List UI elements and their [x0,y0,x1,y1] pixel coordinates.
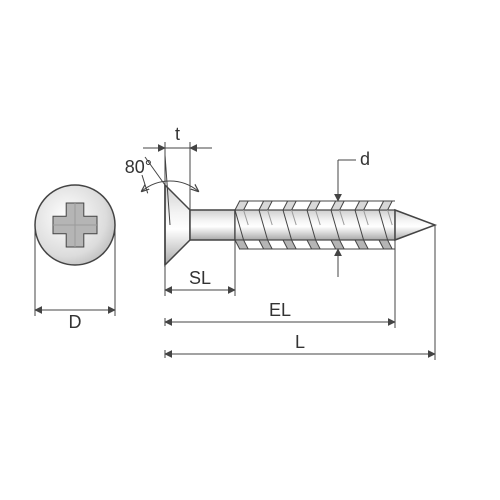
dim-t-label: t [175,124,180,144]
thread-crest [259,240,272,249]
thread-crest [379,240,392,249]
thread-crest [235,240,248,249]
dim-EL-label: EL [269,300,291,320]
dim-L-label: L [295,332,305,352]
thread-crest [307,201,320,210]
thread-crest [379,201,392,210]
thread-crest [259,201,272,210]
thread-crest [283,201,296,210]
dim-d-label: d [360,149,370,169]
screw-core [235,210,395,240]
thread-crest [355,240,368,249]
screw-head-side [165,185,190,265]
dim-angle-label: 80° [125,157,152,177]
dim-SL-label: SL [189,268,211,288]
screw-tip [395,210,435,240]
thread-crest [331,240,344,249]
thread-crest [355,201,368,210]
thread-crest [283,240,296,249]
thread-crest [235,201,248,210]
thread-crest [331,201,344,210]
screw-shank [190,210,235,240]
dim-D-label: D [69,312,82,332]
thread-crest [307,240,320,249]
screw-dimension-diagram: Dt 80° SL ELLd [0,0,500,500]
